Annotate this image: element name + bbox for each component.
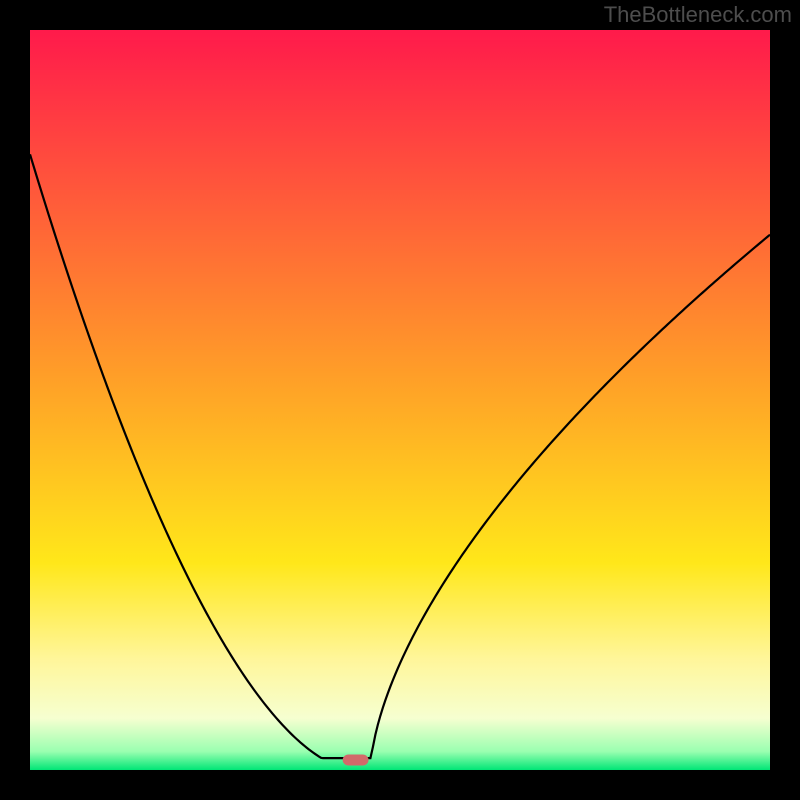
min-marker <box>343 754 369 765</box>
plot-background <box>30 30 770 770</box>
watermark-text: TheBottleneck.com <box>604 2 792 28</box>
bottleneck-chart <box>0 0 800 800</box>
chart-container: TheBottleneck.com <box>0 0 800 800</box>
